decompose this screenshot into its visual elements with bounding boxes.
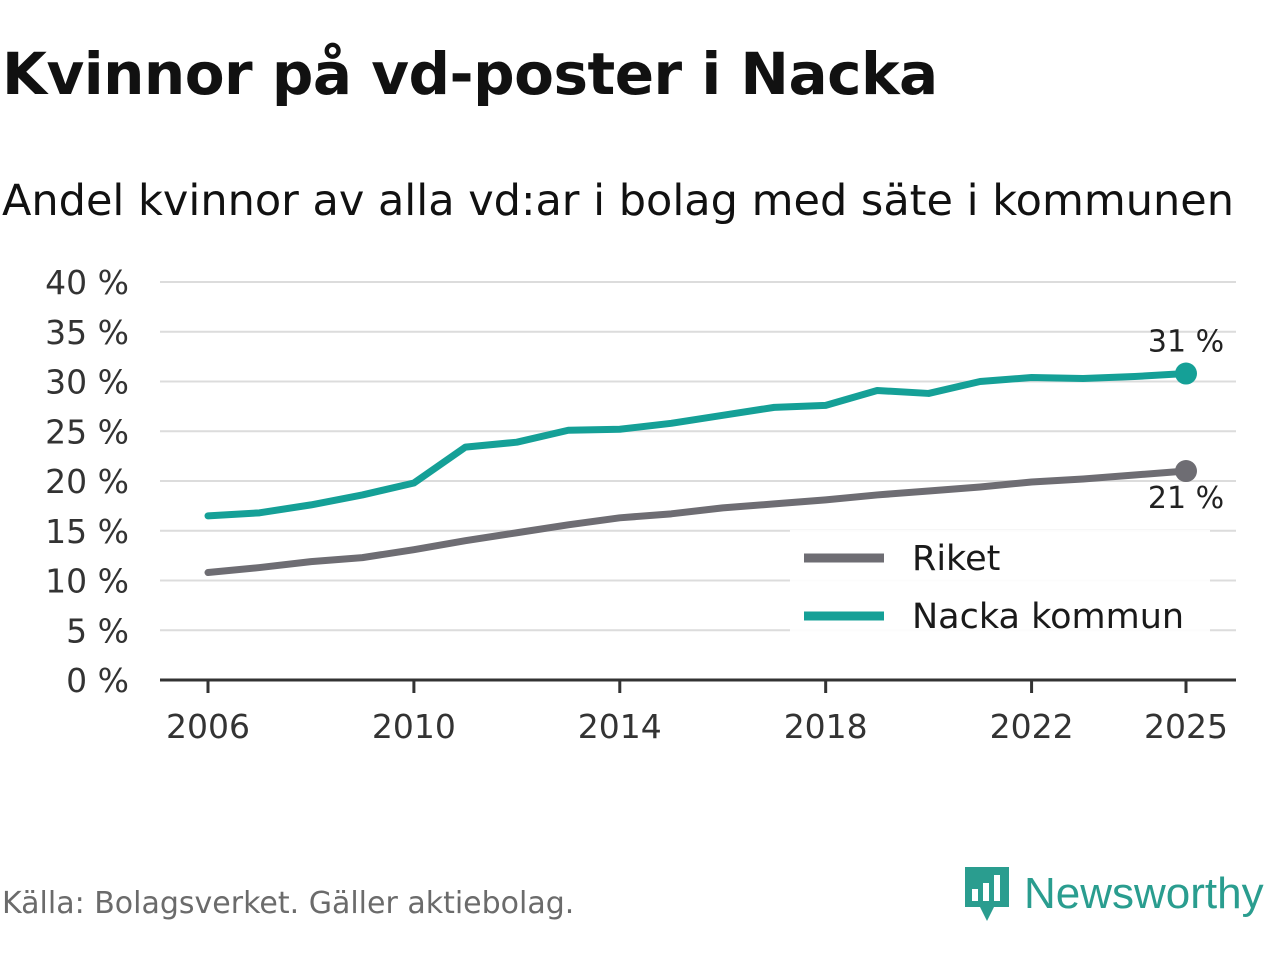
legend-background (790, 530, 1210, 640)
brand-name: Newsworthy (1024, 869, 1264, 918)
legend: Riket Nacka kommun (790, 530, 1210, 640)
y-tick-label: 15 % (45, 512, 129, 551)
newsworthy-logo-icon (965, 867, 1009, 921)
series-line-riket (204, 467, 1190, 577)
x-tick-label: 2022 (990, 707, 1074, 746)
brand-logo: Newsworthy (962, 863, 1264, 925)
end-labels: 31 % 21 % (1148, 325, 1224, 517)
y-tick-label: 25 % (45, 412, 129, 451)
end-value-label: 31 % (1148, 325, 1224, 360)
y-tick-label: 35 % (45, 313, 129, 352)
x-tick-label: 2018 (784, 707, 868, 746)
series-line-nacka-kommun (204, 370, 1190, 520)
source-note: Källa: Bolagsverket. Gäller aktiebolag. (2, 886, 575, 921)
end-marker (1175, 362, 1197, 385)
y-tick-label: 30 % (45, 363, 129, 402)
chart-title: Kvinnor på vd-poster i Nacka (2, 40, 938, 108)
y-tick-label: 40 % (45, 263, 129, 302)
series-lines (204, 362, 1197, 577)
y-tick-label: 10 % (45, 562, 129, 601)
x-tick-label: 2025 (1144, 707, 1228, 746)
y-axis: 0 % 5 % 10 % 15 % 20 % 25 % 30 % 35 % 40 % (45, 263, 129, 700)
x-tick-label: 2006 (166, 707, 250, 746)
y-tick-label: 5 % (66, 611, 129, 650)
end-marker (1175, 460, 1197, 483)
y-tick-label: 20 % (45, 462, 129, 501)
legend-label: Riket (912, 539, 1000, 579)
x-tick-label: 2014 (578, 707, 662, 746)
x-tick-label: 2010 (372, 707, 456, 746)
chart-subtitle: Andel kvinnor av alla vd:ar i bolag med … (2, 176, 1234, 226)
end-value-label: 21 % (1148, 481, 1224, 516)
y-tick-label: 0 % (66, 661, 129, 700)
legend-label: Nacka kommun (912, 597, 1184, 637)
x-axis: 2006 2010 2014 2018 2022 2025 (160, 678, 1236, 746)
